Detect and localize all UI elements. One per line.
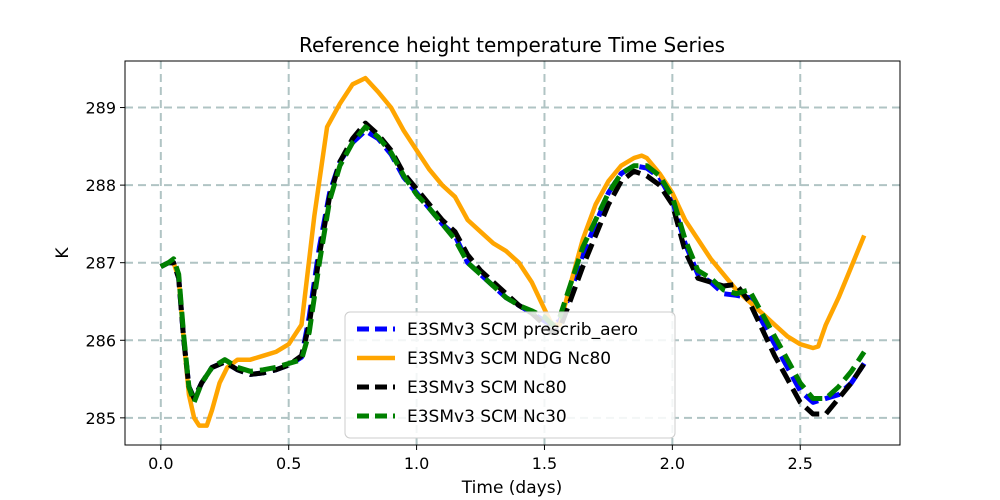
chart-title: Reference height temperature Time Series [299,33,725,57]
x-tick-label: 2.0 [660,454,685,473]
y-axis: 285 286 287 288 289 [85,99,125,428]
x-tick-label: 2.5 [788,454,813,473]
legend-label: E3SMv3 SCM prescrib_aero [407,320,638,340]
y-axis-label: K [53,247,73,259]
y-tick-label: 289 [85,99,116,118]
y-tick-label: 288 [85,176,116,195]
legend-label: E3SMv3 SCM Nc30 [407,407,567,427]
plot-area [159,75,867,428]
y-tick-label: 287 [85,254,116,273]
y-tick-label: 286 [85,331,116,350]
x-axis: 0.0 0.5 1.0 1.5 2.0 2.5 [148,445,813,473]
x-tick-label: 1.5 [532,454,557,473]
plot-frame [124,60,901,446]
y-tick-label: 285 [85,409,116,428]
legend-label: E3SMv3 SCM NDG Nc80 [407,349,611,369]
x-axis-label: Time (days) [461,478,562,498]
legend-label: E3SMv3 SCM Nc80 [407,378,567,398]
x-tick-label: 0.5 [276,454,301,473]
x-tick-label: 1.0 [404,454,429,473]
legend: E3SMv3 SCM prescrib_aero E3SMv3 SCM NDG N… [344,311,676,439]
legend-box [344,311,676,439]
x-tick-label: 0.0 [148,454,173,473]
series-line-4 [159,124,867,405]
